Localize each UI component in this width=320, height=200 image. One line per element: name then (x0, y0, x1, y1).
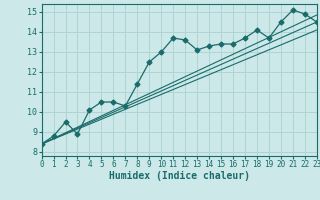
X-axis label: Humidex (Indice chaleur): Humidex (Indice chaleur) (109, 171, 250, 181)
